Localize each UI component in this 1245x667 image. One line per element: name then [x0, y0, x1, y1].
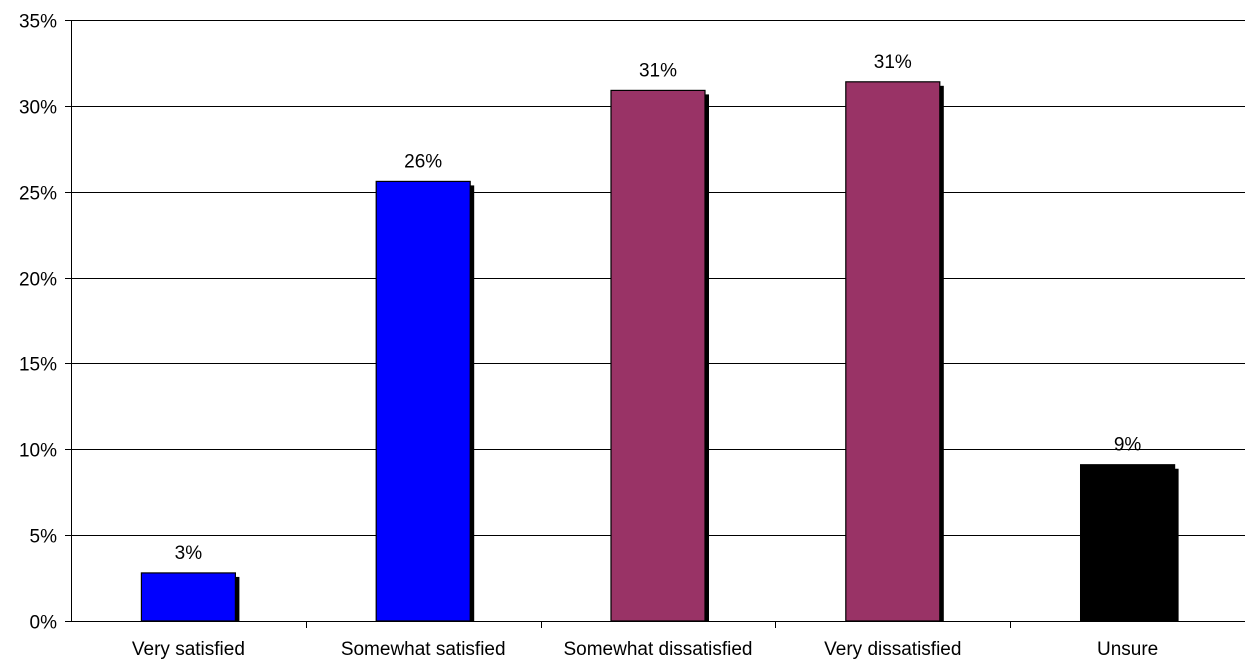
- bar: [140, 572, 236, 622]
- bars: [140, 81, 1179, 622]
- labels: 0% 5% 10% 15% 20% 25% 30% 35% 3% Very satisfied 26…: [19, 12, 1158, 661]
- bar: [1079, 464, 1176, 622]
- y-tick-label: 5%: [30, 527, 58, 548]
- y-tick-label: 25%: [19, 184, 57, 205]
- y-tick-label: 0%: [30, 613, 58, 634]
- x-category-label: Very dissatisfied: [824, 639, 961, 660]
- x-category-label: Somewhat satisfied: [341, 639, 506, 660]
- data-label: 9%: [1114, 435, 1142, 456]
- y-tick-label: 10%: [19, 441, 57, 462]
- data-label: 31%: [874, 52, 912, 73]
- y-tick-label: 15%: [19, 355, 57, 376]
- bar: [845, 81, 941, 622]
- x-category-label: Very satisfied: [132, 639, 245, 660]
- data-label: 31%: [639, 60, 677, 81]
- y-tick-label: 35%: [19, 12, 57, 33]
- data-label: 3%: [175, 543, 203, 564]
- bar: [610, 89, 706, 622]
- x-category-label: Somewhat dissatisfied: [563, 639, 752, 660]
- bar: [375, 180, 471, 622]
- x-category-label: Unsure: [1097, 639, 1158, 660]
- y-tick-label: 20%: [19, 270, 57, 291]
- axes: [65, 20, 1245, 628]
- y-tick-label: 30%: [19, 98, 57, 119]
- data-label: 26%: [404, 151, 442, 172]
